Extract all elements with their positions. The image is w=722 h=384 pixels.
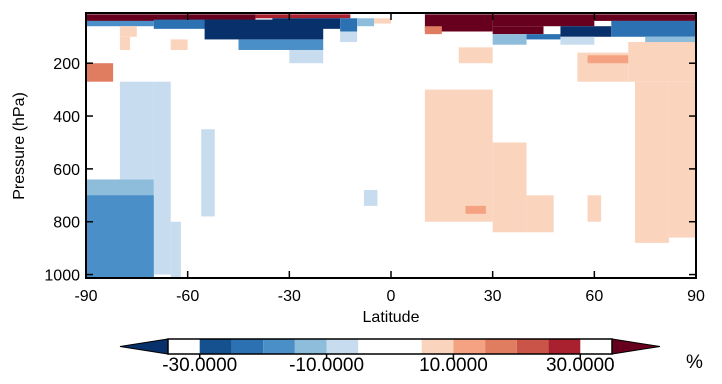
heatmap-cell <box>154 82 171 275</box>
heatmap-cell <box>86 63 113 81</box>
heatmap-cell <box>340 18 357 31</box>
heatmap-cell <box>628 42 696 82</box>
heatmap-cell <box>120 82 154 180</box>
colorbar-low-extend <box>120 339 168 354</box>
heatmap-cells <box>86 14 696 278</box>
colorbar-swatch <box>549 339 581 354</box>
y-tick-label: 200 <box>53 56 80 73</box>
heatmap-cell <box>669 82 696 238</box>
heatmap-cell <box>560 37 594 45</box>
colorbar-swatch <box>453 339 485 354</box>
heatmap-cell <box>86 195 154 278</box>
x-tick-label: -30 <box>278 288 301 305</box>
heatmap-cell <box>588 55 629 63</box>
colorbar-swatch <box>200 339 232 354</box>
colorbar-swatch <box>390 339 422 354</box>
colorbar-swatch <box>295 339 327 354</box>
heatmap-cell <box>340 31 357 42</box>
heatmap-cell <box>560 26 611 37</box>
colorbar: -30.0000 -10.0000 10.0000 30.0000 <box>120 339 660 376</box>
x-tick-label: 60 <box>585 288 603 305</box>
colorbar-unit-label: % <box>686 352 703 373</box>
heatmap-cell <box>425 90 493 222</box>
heatmap-cell <box>493 14 595 26</box>
x-tick-label: -60 <box>176 288 199 305</box>
y-tick-label: 600 <box>53 162 80 179</box>
heatmap-cell <box>239 39 324 50</box>
colorbar-swatch <box>327 339 359 354</box>
heatmap-cell <box>120 37 130 50</box>
heatmap-cell <box>120 26 137 37</box>
heatmap-cell <box>255 14 350 18</box>
colorbar-tick-label: -30.0000 <box>162 355 237 376</box>
colorbar-swatch <box>231 339 263 354</box>
colorbar-swatch <box>358 339 390 354</box>
y-tick-label: 800 <box>53 215 80 232</box>
colorbar-swatch <box>517 339 549 354</box>
heatmap-cell <box>171 222 181 278</box>
colorbar-tick-label: -10.0000 <box>289 355 364 376</box>
heatmap-cell <box>635 82 669 243</box>
heatmap-cell <box>364 190 378 206</box>
heatmap-cell <box>425 26 442 34</box>
heatmap-cell <box>588 195 602 221</box>
colorbar-high-extend <box>612 339 660 354</box>
heatmap-cell <box>374 18 391 23</box>
heatmap-cell <box>459 47 493 63</box>
colorbar-tick-label: 10.0000 <box>419 355 488 376</box>
heatmap-cell <box>493 26 544 34</box>
x-tick-label: -90 <box>74 288 97 305</box>
heatmap-cell <box>466 206 486 214</box>
heatmap-cell <box>171 39 188 50</box>
heatmap-cell <box>201 129 215 216</box>
y-tick-label: 400 <box>53 109 80 126</box>
heatmap-cell <box>289 50 323 63</box>
heatmap-cell <box>493 142 527 232</box>
y-axis-label: Pressure (hPa) <box>11 92 28 200</box>
heatmap-cell <box>493 34 527 45</box>
colorbar-swatch <box>422 339 454 354</box>
x-tick-label: 0 <box>387 288 396 305</box>
y-tick-label: 1000 <box>44 268 80 285</box>
heatmap-cell <box>611 21 696 37</box>
x-tick-label: 90 <box>687 288 705 305</box>
x-tick-label: 30 <box>484 288 502 305</box>
heatmap-cell <box>86 21 154 26</box>
x-axis-label: Latitude <box>363 309 420 326</box>
heatmap-cell <box>527 195 554 232</box>
heatmap-cell <box>527 34 561 39</box>
colorbar-tick-label: 30.0000 <box>546 355 615 376</box>
heatmap-cell <box>357 18 374 26</box>
heatmap-cell <box>594 14 696 21</box>
heatmap-cell <box>272 18 340 29</box>
colorbar-swatch <box>485 339 517 354</box>
colorbar-swatch <box>263 339 295 354</box>
